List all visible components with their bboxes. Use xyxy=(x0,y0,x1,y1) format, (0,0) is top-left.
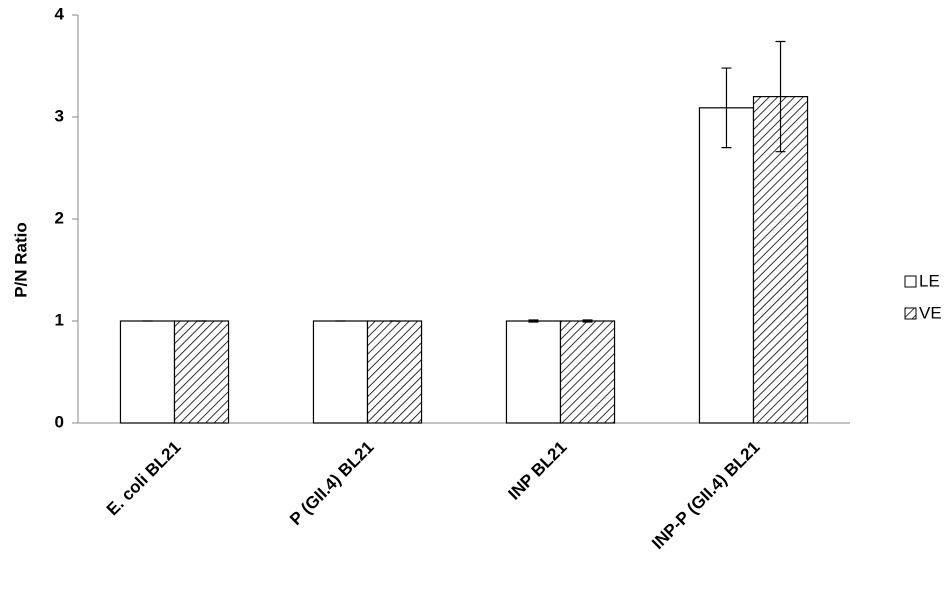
legend-swatch xyxy=(904,275,917,288)
legend-label: LE xyxy=(919,271,940,290)
legend-swatch xyxy=(904,307,917,320)
x-tick-label: E. coli BL21 xyxy=(103,438,185,520)
bar xyxy=(505,320,562,424)
bar xyxy=(366,320,423,424)
x-tick-label: INP-P (GII.4) BL21 xyxy=(648,438,763,553)
y-axis-label: P/N Ratio xyxy=(11,222,30,298)
bar xyxy=(559,320,616,424)
y-tick-label: 2 xyxy=(55,208,64,227)
error-bar xyxy=(582,319,593,323)
x-tick-label: P (GII.4) BL21 xyxy=(286,438,377,529)
bar xyxy=(173,320,230,424)
error-bar xyxy=(528,319,539,323)
y-tick-label: 4 xyxy=(55,4,65,23)
y-tick-label: 1 xyxy=(55,310,64,329)
bar xyxy=(119,320,176,424)
y-tick-label: 3 xyxy=(55,106,64,125)
bar xyxy=(312,320,369,424)
bar xyxy=(698,107,755,424)
error-bar xyxy=(721,67,732,149)
x-tick-label: INP BL21 xyxy=(505,438,571,504)
y-tick-label: 0 xyxy=(55,412,64,431)
error-bar xyxy=(775,40,786,153)
legend-label: VE xyxy=(919,303,942,322)
